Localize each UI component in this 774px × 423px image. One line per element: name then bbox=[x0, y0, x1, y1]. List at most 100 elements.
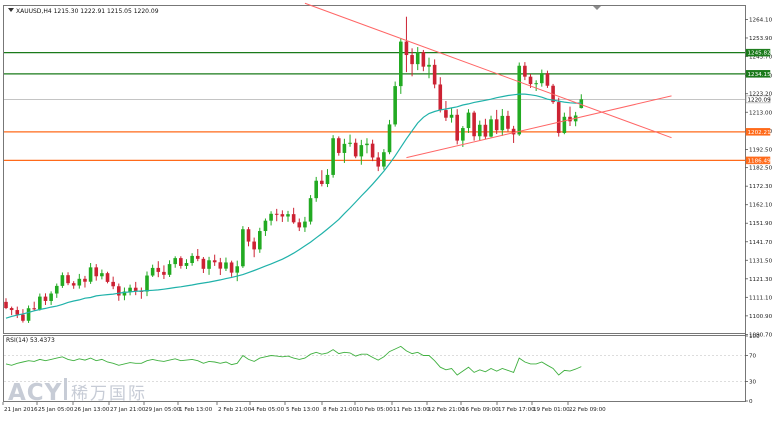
candle-body bbox=[449, 114, 454, 118]
candle-body bbox=[556, 102, 561, 133]
candle bbox=[382, 149, 386, 170]
candle-body bbox=[77, 278, 82, 286]
candle bbox=[427, 57, 431, 79]
candle-body bbox=[540, 73, 544, 84]
candle-body bbox=[145, 275, 149, 292]
y-tick-label: 1264.10 bbox=[749, 17, 773, 23]
candle bbox=[466, 109, 471, 133]
candle bbox=[195, 249, 200, 262]
candle bbox=[297, 218, 302, 232]
x-tick-label: 27 Jan 21:00 bbox=[110, 407, 146, 413]
candle-body bbox=[38, 296, 42, 310]
candle bbox=[365, 138, 369, 154]
candle bbox=[133, 281, 138, 296]
candle-body bbox=[263, 220, 268, 232]
chart-shift-marker[interactable] bbox=[593, 6, 601, 10]
x-tick-label: 10 Feb 05:00 bbox=[356, 407, 393, 413]
candle-body bbox=[43, 296, 48, 301]
candle-body bbox=[432, 64, 437, 85]
candle bbox=[43, 293, 48, 305]
candle-body bbox=[133, 287, 138, 291]
candle-body bbox=[190, 255, 194, 264]
logo-separator bbox=[64, 378, 67, 400]
candle bbox=[562, 112, 567, 135]
ascending-trendline[interactable] bbox=[406, 95, 672, 159]
candle bbox=[500, 108, 505, 136]
resistance-price-label: 1234.15 bbox=[748, 72, 772, 78]
candle bbox=[173, 256, 177, 268]
x-tick-label: 26 Jan 13:00 bbox=[74, 407, 110, 413]
candle-body bbox=[500, 115, 505, 131]
candle-body bbox=[229, 262, 234, 273]
candle bbox=[573, 111, 578, 127]
candle bbox=[393, 81, 397, 127]
chart-menu-icon[interactable] bbox=[8, 8, 14, 12]
candle-body bbox=[241, 229, 245, 267]
candle bbox=[483, 118, 488, 140]
candle-body bbox=[162, 271, 166, 275]
candle-body bbox=[562, 116, 567, 133]
candle bbox=[399, 38, 403, 94]
rsi-line bbox=[5, 345, 582, 376]
candle-body bbox=[105, 273, 110, 282]
candle bbox=[83, 275, 87, 288]
candle-body bbox=[88, 267, 93, 282]
acy-logo: ACY 稀万国际 bbox=[8, 378, 145, 406]
x-tick-label: 25 Jan 05:00 bbox=[38, 407, 74, 413]
logo-brand-text: ACY bbox=[8, 380, 62, 406]
x-tick-label: 17 Feb 17:00 bbox=[498, 407, 535, 413]
candle-body bbox=[421, 52, 426, 67]
candle bbox=[579, 94, 584, 109]
rsi-tick-label: 30 bbox=[749, 380, 757, 386]
x-tick-label: 19 Feb 01:00 bbox=[533, 407, 570, 413]
candle-body bbox=[477, 124, 482, 137]
support-price-label-bg bbox=[745, 156, 771, 165]
candle-body bbox=[54, 285, 59, 294]
candle-body bbox=[156, 267, 161, 272]
rsi-levels bbox=[4, 355, 745, 382]
candle bbox=[449, 108, 454, 123]
candle-body bbox=[342, 143, 347, 153]
candle bbox=[545, 70, 550, 88]
candle bbox=[71, 281, 76, 289]
candle bbox=[32, 301, 36, 311]
candle-body bbox=[280, 214, 285, 217]
candles bbox=[4, 16, 584, 323]
x-tick-label: 4 Feb 05:00 bbox=[251, 407, 285, 413]
candle bbox=[286, 210, 290, 222]
candle-body bbox=[483, 124, 488, 137]
candle bbox=[4, 298, 8, 310]
rsi-label: RSI(14) 53.4373 bbox=[6, 337, 55, 344]
candle-body bbox=[461, 128, 465, 141]
y-tick-label: 1162.10 bbox=[749, 203, 773, 209]
trendlines[interactable] bbox=[304, 2, 672, 159]
x-tick-label: 2 Feb 21:00 bbox=[218, 407, 252, 413]
instrument-info: XAUUSD,H4 1215.30 1222.91 1215.05 1220.0… bbox=[16, 8, 159, 15]
candle-body bbox=[291, 214, 296, 223]
candle bbox=[477, 120, 482, 141]
candle-body bbox=[274, 213, 279, 215]
candle bbox=[269, 211, 273, 226]
candle bbox=[122, 287, 127, 301]
candle bbox=[331, 135, 335, 178]
rsi-tick-label: 100 bbox=[749, 334, 760, 340]
descending-trendline[interactable] bbox=[304, 2, 672, 139]
level-price-labels: 1245.82 1234.15 1220.09 1202.21 1186.49 bbox=[745, 48, 772, 165]
y-tick-label: 1223.20 bbox=[749, 92, 773, 98]
candle-body bbox=[545, 73, 550, 86]
candle-body bbox=[286, 214, 290, 217]
candle bbox=[26, 305, 31, 323]
candle bbox=[49, 291, 53, 305]
candle bbox=[494, 109, 499, 135]
candle bbox=[258, 227, 262, 253]
candle bbox=[353, 138, 358, 159]
candle bbox=[342, 138, 347, 163]
candle bbox=[9, 306, 14, 316]
candle-body bbox=[308, 198, 313, 222]
candle-body bbox=[195, 255, 200, 259]
support-price-label-bg bbox=[745, 128, 771, 136]
candle-body bbox=[331, 138, 335, 175]
candle-body bbox=[32, 308, 36, 310]
